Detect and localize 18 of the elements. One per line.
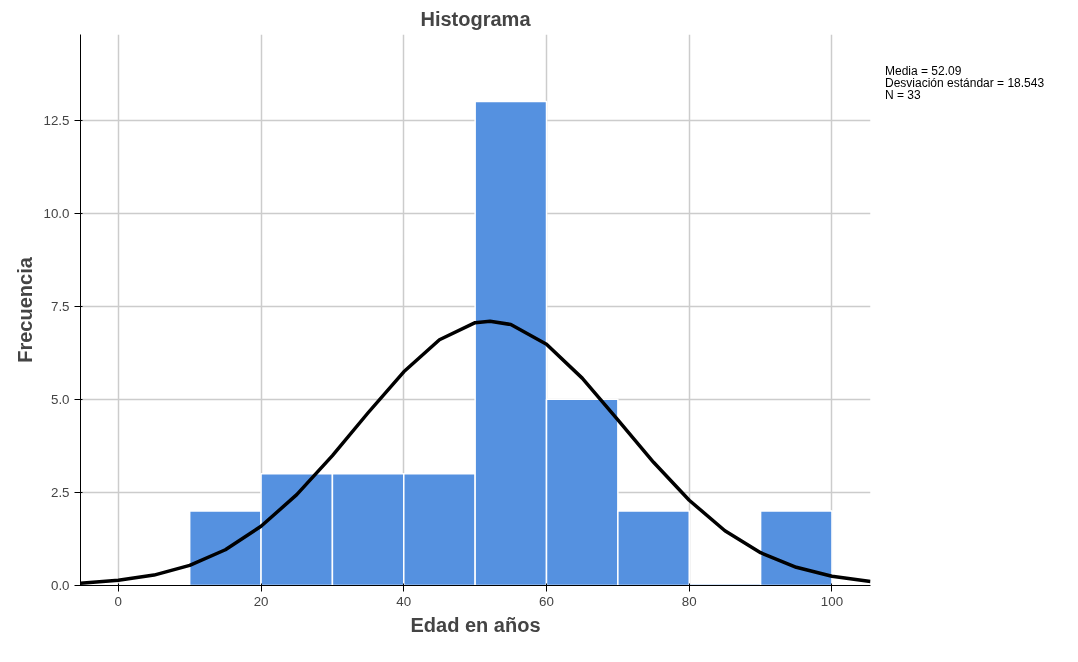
y-tick-label: 5.0: [50, 391, 70, 407]
text: N = 33: [885, 88, 921, 102]
y-tick-label: 2.5: [50, 484, 70, 500]
chart-title: Histograma: [420, 7, 532, 30]
x-tick-label: 0: [114, 593, 123, 609]
y-tick-label: 10.0: [43, 205, 70, 221]
x-tick-label: 20: [253, 593, 269, 609]
y-tick-label: 0.0: [50, 578, 70, 593]
y-tick-label: 7.5: [50, 298, 70, 314]
x-axis-title: Edad en años: [410, 613, 541, 636]
y-tick-label: 12.5: [43, 112, 70, 128]
x-tick-label: 40: [396, 593, 412, 609]
x-tick-label: 60: [539, 593, 554, 609]
x-tick-label: 80: [681, 593, 697, 609]
y-axis-title: Frecuencia: [13, 256, 36, 363]
x-tick-label: 100: [820, 593, 844, 609]
text: Desviación estándar = 18.543: [885, 76, 1045, 90]
text: Media = 52.09: [885, 64, 962, 78]
